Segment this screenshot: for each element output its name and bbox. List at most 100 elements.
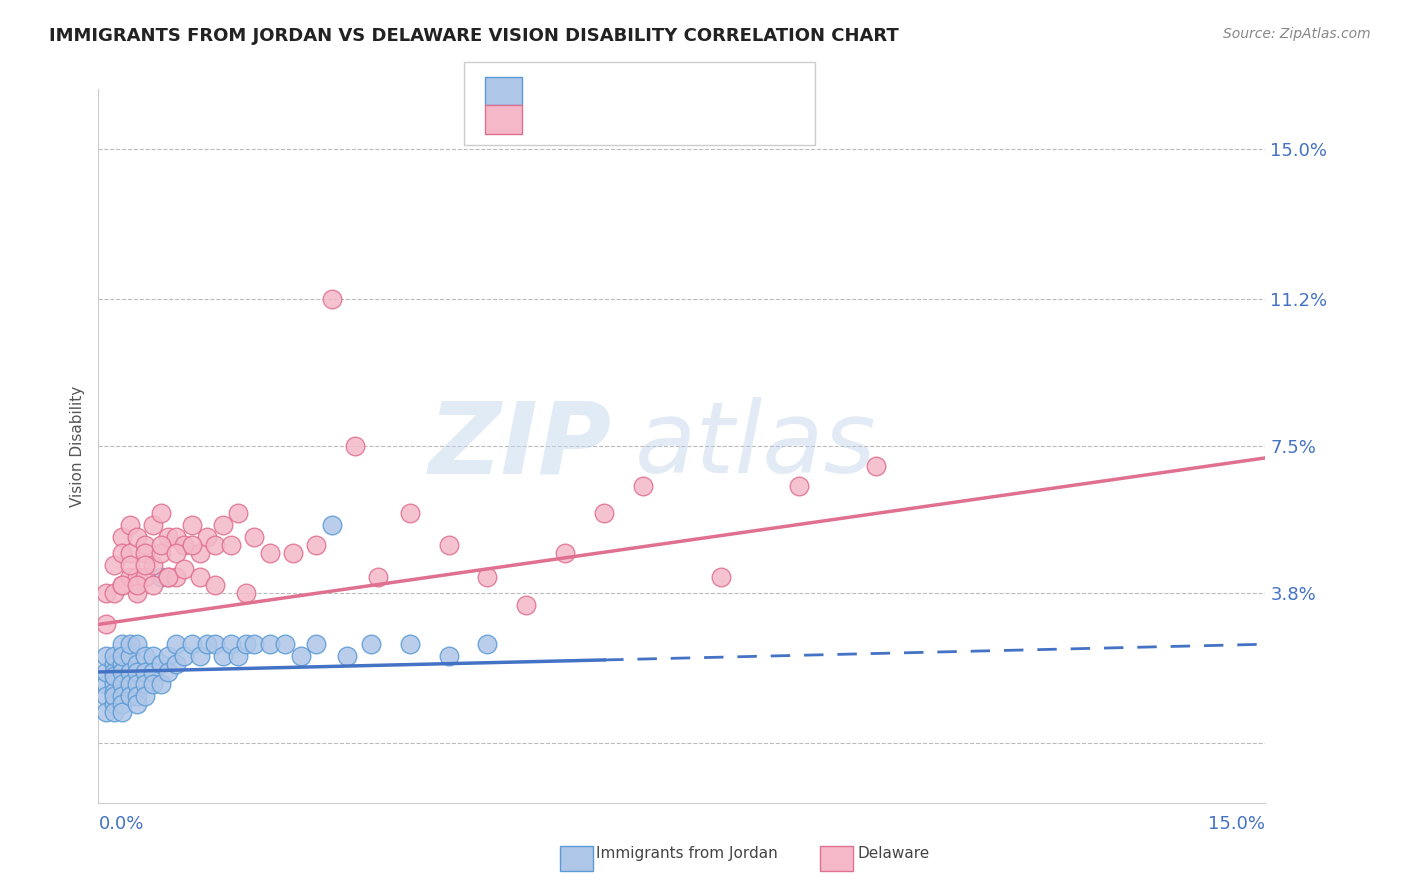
Point — [157, 570, 180, 584]
Point — [321, 518, 343, 533]
Point — [228, 507, 250, 521]
Point — [188, 649, 211, 664]
Point — [118, 649, 141, 664]
Point — [437, 649, 460, 664]
Text: ZIP: ZIP — [429, 398, 612, 494]
Point — [243, 530, 266, 544]
Point — [111, 578, 134, 592]
Point — [96, 689, 118, 703]
Point — [204, 538, 226, 552]
Point — [134, 538, 156, 552]
Point — [259, 637, 281, 651]
Text: atlas: atlas — [636, 398, 877, 494]
Point — [710, 570, 733, 584]
Point — [103, 689, 125, 703]
Point — [149, 507, 172, 521]
Text: Delaware: Delaware — [858, 847, 929, 861]
Point — [103, 697, 125, 711]
Point — [142, 578, 165, 592]
Point — [180, 538, 202, 552]
Point — [111, 578, 134, 592]
Point — [111, 677, 134, 691]
Point — [367, 570, 389, 584]
Point — [235, 585, 257, 599]
Point — [149, 657, 172, 671]
Point — [118, 677, 141, 691]
Point — [103, 649, 125, 664]
Point — [321, 293, 343, 307]
Point — [127, 677, 149, 691]
Point — [96, 585, 118, 599]
Point — [235, 637, 257, 651]
Point — [111, 649, 134, 664]
Point — [96, 617, 118, 632]
Point — [127, 689, 149, 703]
Point — [554, 546, 576, 560]
Point — [204, 578, 226, 592]
Point — [142, 518, 165, 533]
Point — [173, 562, 195, 576]
Point — [127, 665, 149, 679]
Point — [212, 518, 235, 533]
Point — [111, 697, 134, 711]
Point — [173, 538, 195, 552]
Point — [111, 530, 134, 544]
Point — [437, 538, 460, 552]
Point — [127, 657, 149, 671]
Text: IMMIGRANTS FROM JORDAN VS DELAWARE VISION DISABILITY CORRELATION CHART: IMMIGRANTS FROM JORDAN VS DELAWARE VISIO… — [49, 27, 898, 45]
Point — [103, 665, 125, 679]
Point — [103, 657, 125, 671]
Point — [219, 637, 242, 651]
Point — [118, 689, 141, 703]
Point — [149, 677, 172, 691]
Point — [204, 637, 226, 651]
Point — [188, 546, 211, 560]
Point — [127, 570, 149, 584]
Point — [305, 637, 328, 651]
Point — [157, 665, 180, 679]
Point — [290, 649, 312, 664]
Point — [360, 637, 382, 651]
Point — [118, 665, 141, 679]
Point — [134, 665, 156, 679]
Point — [165, 637, 187, 651]
Point — [127, 697, 149, 711]
Point — [228, 649, 250, 664]
Point — [157, 649, 180, 664]
Text: 15.0%: 15.0% — [1208, 814, 1265, 833]
Point — [111, 657, 134, 671]
Point — [195, 637, 218, 651]
Point — [180, 637, 202, 651]
Point — [336, 649, 359, 664]
Point — [631, 478, 654, 492]
Point — [118, 518, 141, 533]
Point — [165, 657, 187, 671]
Point — [188, 570, 211, 584]
Text: Immigrants from Jordan: Immigrants from Jordan — [596, 847, 778, 861]
Point — [305, 538, 328, 552]
Point — [243, 637, 266, 651]
Point — [865, 458, 887, 473]
Point — [134, 546, 156, 560]
Point — [149, 546, 172, 560]
Point — [134, 689, 156, 703]
Point — [212, 649, 235, 664]
Point — [142, 558, 165, 572]
Point — [96, 649, 118, 664]
Text: 0.0%: 0.0% — [98, 814, 143, 833]
Point — [127, 578, 149, 592]
Point — [344, 439, 367, 453]
Point — [165, 530, 187, 544]
Point — [111, 689, 134, 703]
Point — [103, 677, 125, 691]
Text: R = 0.089: R = 0.089 — [533, 86, 623, 103]
Point — [398, 637, 420, 651]
Point — [111, 546, 134, 560]
Point — [118, 570, 141, 584]
Point — [127, 530, 149, 544]
Point — [127, 585, 149, 599]
Point — [127, 637, 149, 651]
Point — [134, 649, 156, 664]
Point — [111, 637, 134, 651]
Point — [142, 665, 165, 679]
